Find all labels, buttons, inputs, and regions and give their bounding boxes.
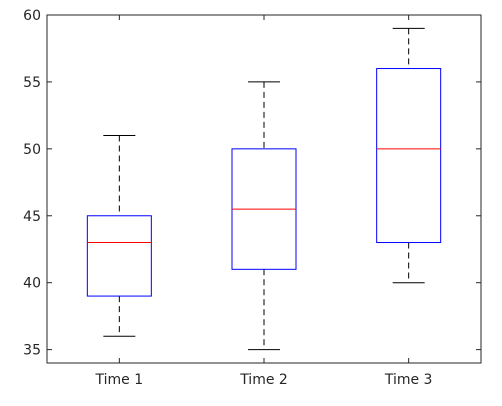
x-axis-ticks: Time 1 Time 2 Time 3 [95,15,433,388]
x-tick-label: Time 3 [384,372,433,388]
box-1 [86,134,152,337]
box-series [86,27,442,351]
y-tick-label: 35 [23,343,41,359]
interquartile-box [376,68,442,244]
box-2 [231,81,297,351]
y-axis-ticks: 35 40 45 50 55 60 [23,8,481,359]
y-tick-label: 50 [23,142,41,158]
y-tick-label: 40 [23,276,41,292]
x-tick-label: Time 1 [95,372,144,388]
x-tick-label: Time 2 [239,372,288,388]
interquartile-box [86,215,152,297]
y-tick-label: 60 [23,8,41,24]
box-3 [376,27,442,284]
y-tick-label: 45 [23,209,41,225]
y-tick-label: 55 [23,75,41,91]
plot-frame [46,14,482,364]
